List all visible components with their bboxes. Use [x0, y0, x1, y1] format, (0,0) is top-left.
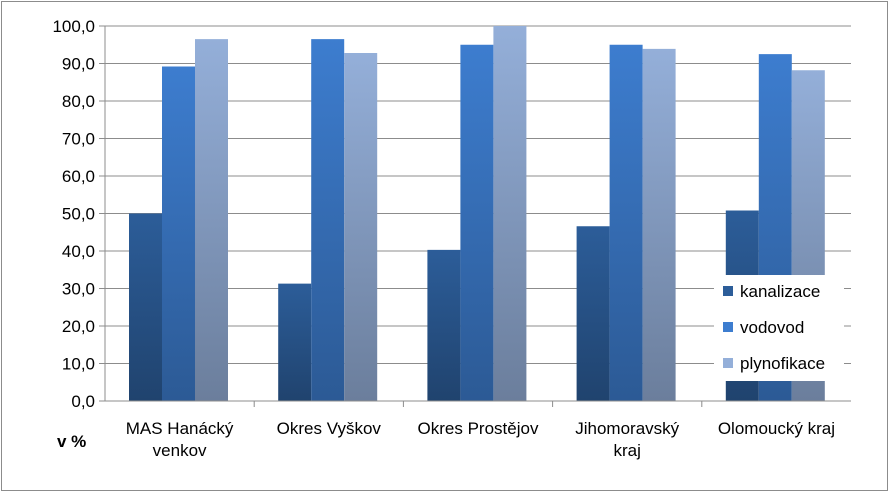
legend-label-kanalizace: kanalizace — [740, 282, 820, 301]
bar-vodovod — [162, 66, 195, 401]
y-tick-label: 20,0 — [62, 317, 95, 336]
x-category-label: Okres Vyškov — [277, 419, 382, 438]
legend-box — [714, 275, 844, 381]
legend-label-plynofikace: plynofikace — [740, 354, 825, 373]
bar-vodovod — [460, 44, 494, 401]
bar-vodovod — [609, 44, 643, 401]
x-category-labels: MAS Hanácký venkov Okres Vyškov Okres Prost… — [126, 419, 835, 460]
y-tick-label: 0,0 — [71, 392, 95, 411]
y-tick-label: 10,0 — [62, 355, 95, 374]
y-tick-label: 50,0 — [62, 205, 95, 224]
x-category-label: Jihomoravský kraj — [575, 419, 679, 460]
y-tick-label: 90,0 — [62, 55, 95, 74]
y-tick-labels: 0,0 10,0 20,0 30,0 40,0 50,0 60,0 70,0 80,0 90,0 1… — [52, 17, 95, 411]
y-tick-label: 30,0 — [62, 280, 95, 299]
x-category-label: Olomoucký kraj — [718, 419, 835, 438]
bar-plynofikace — [493, 26, 527, 401]
bar-plynofikace — [344, 53, 378, 401]
bar-kanalizace — [576, 226, 610, 401]
y-tick-label: 100,0 — [52, 17, 95, 36]
legend: kanalizace vodovod plynofikace — [714, 275, 844, 381]
bar-kanalizace — [278, 283, 312, 401]
legend-label-vodovod: vodovod — [740, 318, 804, 337]
y-tick-label: 60,0 — [62, 167, 95, 186]
y-tick-label: 70,0 — [62, 130, 95, 149]
y-tick-label: 40,0 — [62, 242, 95, 261]
bar-kanalizace — [427, 249, 461, 401]
legend-swatch-plynofikace — [723, 358, 733, 368]
bar-plynofikace — [195, 39, 228, 401]
y-axis-unit-label: v % — [57, 432, 86, 451]
y-tick-label: 80,0 — [62, 92, 95, 111]
bar-kanalizace — [129, 213, 162, 401]
bar-vodovod — [311, 39, 345, 401]
legend-swatch-kanalizace — [723, 286, 733, 296]
bar-plynofikace — [642, 48, 676, 401]
x-category-label: MAS Hanácký venkov — [126, 419, 234, 460]
axes — [104, 26, 851, 407]
legend-swatch-vodovod — [723, 322, 733, 332]
x-category-label: Okres Prostějov — [418, 419, 539, 438]
